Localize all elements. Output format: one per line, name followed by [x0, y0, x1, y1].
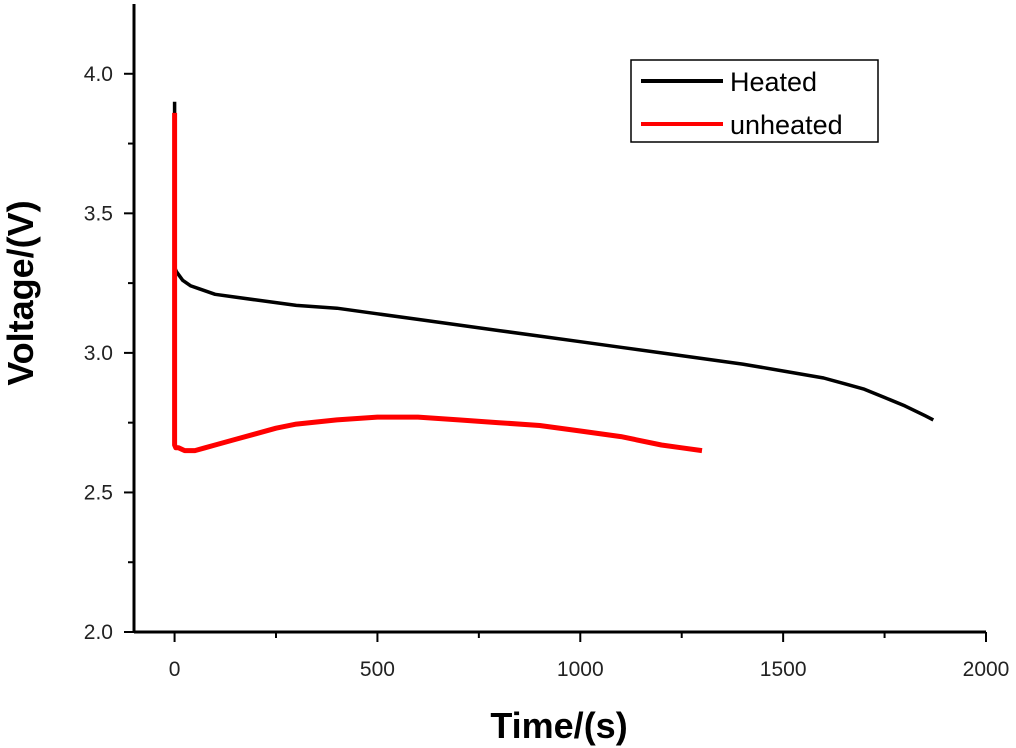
y-tick-label: 3.0 [84, 342, 113, 365]
y-tick-label: 2.0 [84, 621, 113, 644]
x-tick-label: 2000 [963, 658, 1010, 681]
y-tick-label: 2.5 [84, 481, 113, 504]
x-tick-label: 1000 [557, 658, 604, 681]
y-tick-label: 4.0 [84, 63, 113, 86]
x-tick-label: 500 [360, 658, 395, 681]
x-axis-title: Time/(s) [490, 705, 627, 746]
y-axis-title: Voltage/(V) [0, 200, 41, 385]
series-line-heated [172, 101, 935, 422]
legend-label-heated: Heated [730, 67, 817, 97]
series-group [172, 101, 935, 454]
x-tick-label: 0 [169, 658, 181, 681]
legend-label-unheated: unheated [730, 110, 843, 140]
legend: Heated unheated [630, 59, 879, 143]
ticks: 0 500 1000 1500 2000 2.0 2.5 3.0 3.5 4.0 [84, 63, 1010, 681]
y-tick-label: 3.5 [84, 202, 113, 225]
legend-box [630, 59, 879, 143]
series-line-unheated [172, 112, 703, 454]
x-tick-label: 1500 [760, 658, 807, 681]
